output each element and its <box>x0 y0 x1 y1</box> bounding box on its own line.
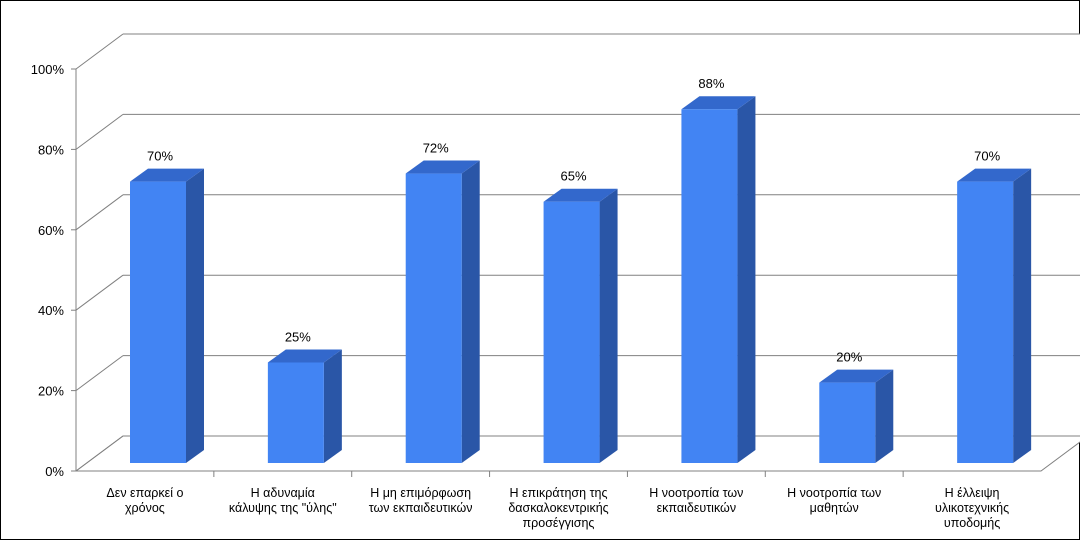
data-label: 70% <box>974 149 1000 164</box>
bar <box>405 173 462 463</box>
bar-side <box>186 168 204 463</box>
y-tick-label: 100% <box>31 62 65 77</box>
bar-side <box>323 349 342 463</box>
data-label: 70% <box>147 149 173 164</box>
category-label: Η επικράτηση της <box>509 486 607 500</box>
y-tick-label: 0% <box>45 464 64 479</box>
category-label: Η νοοτροπία των <box>787 486 881 500</box>
bar-side <box>737 96 756 464</box>
bar <box>130 181 186 463</box>
bar-side <box>1013 168 1032 463</box>
data-label: 65% <box>561 169 587 184</box>
bar-top <box>957 168 1032 182</box>
category-label: Η μη επιμόρφωση <box>370 486 471 500</box>
data-label: 88% <box>698 76 724 91</box>
bar-top <box>130 168 204 182</box>
category-label: δασκαλοκεντρικής <box>508 501 608 515</box>
category-label: Η αδυναμία <box>251 486 315 500</box>
bar-top <box>543 188 618 202</box>
y-tick-label: 60% <box>38 223 64 238</box>
data-label: 20% <box>836 350 862 365</box>
y-tick-label: 80% <box>38 142 64 157</box>
category-label: Δεν επαρκεί ο <box>106 486 183 500</box>
bar-top <box>267 349 342 363</box>
bar-side <box>875 369 894 463</box>
bar-top <box>819 369 894 383</box>
bar-side <box>599 188 618 463</box>
gridline-diagonal <box>75 355 124 392</box>
category-label: Η έλλειψη <box>945 486 1000 500</box>
category-label: χρόνος <box>125 501 165 515</box>
category-label: κάλυψης της "ύλης" <box>229 501 337 515</box>
category-label: των εκπαιδευτικών <box>369 501 473 515</box>
data-label: 72% <box>423 141 449 156</box>
gridline-diagonal <box>75 274 124 311</box>
bar <box>543 201 600 463</box>
gridline-diagonal <box>75 435 124 472</box>
gridline-diagonal <box>75 33 124 70</box>
category-label: εκπαιδευτικών <box>657 501 736 515</box>
gridline-diagonal <box>75 194 124 231</box>
gridline-diagonal <box>75 113 124 150</box>
category-label: μαθητών <box>810 501 859 515</box>
bar-top <box>681 96 756 110</box>
data-label: 25% <box>285 330 311 345</box>
bar <box>681 109 738 464</box>
bar <box>957 181 1014 463</box>
y-tick-label: 20% <box>38 384 64 399</box>
category-label: Η νοοτροπία των <box>649 486 743 500</box>
category-label: προσέγγισης <box>523 516 595 530</box>
bar-top <box>405 160 480 174</box>
category-label: υποδομής <box>944 516 1000 530</box>
category-label: υλικοτεχνικής <box>935 501 1009 515</box>
y-tick-label: 40% <box>38 303 64 318</box>
bar <box>267 362 324 463</box>
bar-side <box>461 160 480 463</box>
bar <box>819 382 876 463</box>
